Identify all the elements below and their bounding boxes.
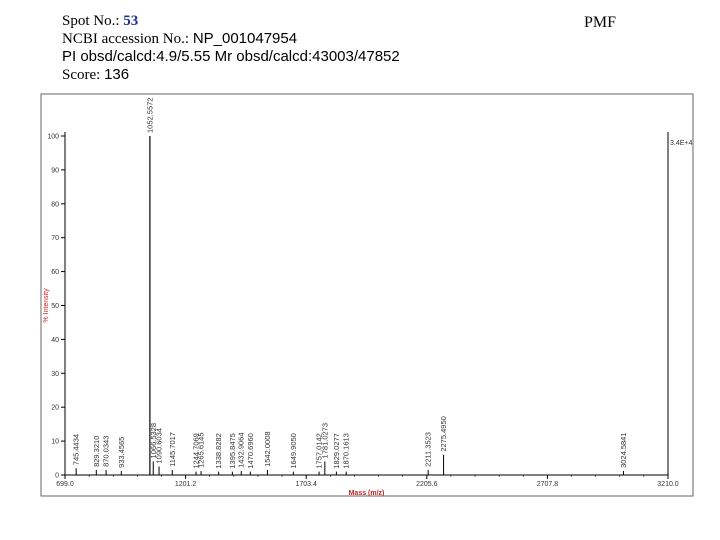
chart-panel bbox=[40, 93, 694, 497]
score-label: Score: bbox=[62, 67, 101, 83]
accession-line: NCBI accession No.: NP_001047954 bbox=[62, 30, 400, 48]
y-tick-label: 90 bbox=[51, 167, 59, 174]
x-tick-label: 1703.4 bbox=[295, 481, 317, 488]
peak-label: 1829.0277 bbox=[332, 433, 341, 468]
peak-label: 1265.6145 bbox=[197, 432, 206, 467]
max-intensity-label: 3.4E+4 bbox=[670, 140, 692, 147]
peak-label: 1542.0008 bbox=[263, 431, 272, 466]
y-tick-label: 60 bbox=[51, 269, 59, 276]
peak-label: 1870.1613 bbox=[342, 433, 351, 468]
peak-label: 1395.8475 bbox=[228, 433, 237, 468]
y-tick-label: 50 bbox=[51, 303, 59, 310]
peak-label: 1090.6034 bbox=[155, 428, 164, 463]
x-tick-label: 1201.2 bbox=[175, 481, 197, 488]
peak-label: 1244.7069 bbox=[192, 433, 201, 468]
peak-label: 1066.5328 bbox=[149, 423, 158, 458]
peak-label: 1757.0142 bbox=[315, 433, 324, 468]
peak-label: 1432.9064 bbox=[237, 432, 246, 467]
peak-label: 933.4565 bbox=[117, 437, 126, 468]
spot-label: Spot No.: bbox=[62, 13, 120, 29]
pi-mr-line: PI obsd/calcd:4.9/5.55 Mr obsd/calcd:430… bbox=[62, 48, 400, 65]
peak-labels-layer: 745.4434 829.3210 870.0343 933.4565 1052.557… bbox=[72, 98, 628, 469]
y-tick-label: 100 bbox=[47, 134, 59, 141]
y-tick-label: 80 bbox=[51, 201, 59, 208]
method-label: PMF bbox=[584, 14, 617, 31]
accession-label: NCBI accession No.: bbox=[62, 31, 190, 47]
peak-label: 2275.4950 bbox=[439, 416, 448, 451]
x-tick-label: 2707.8 bbox=[537, 481, 559, 488]
peak-label: 1145.7017 bbox=[168, 432, 177, 467]
y-tick-label: 0 bbox=[55, 473, 59, 480]
spot-line: Spot No.: 53 bbox=[62, 12, 400, 30]
spectrum-header: Spot No.: 53 NCBI accession No.: NP_0010… bbox=[62, 12, 400, 84]
x-axis-title: Mass (m/z) bbox=[349, 490, 385, 497]
peak-label: 745.4434 bbox=[72, 434, 81, 465]
y-tick-label: 30 bbox=[51, 371, 59, 378]
score-line: Score: 136 bbox=[62, 66, 400, 84]
peak-label: 1052.5572 bbox=[145, 98, 154, 133]
peak-label: 1470.6960 bbox=[246, 433, 255, 468]
peak-label: 3024.5841 bbox=[619, 432, 628, 467]
x-tick-label: 2205.6 bbox=[416, 481, 438, 488]
x-tick-label: 699.0 bbox=[56, 481, 74, 488]
peak-label: 1649.9050 bbox=[289, 433, 298, 468]
peak-label: 829.3210 bbox=[92, 436, 101, 467]
peak-label: 1338.8282 bbox=[214, 433, 223, 468]
peaks-layer bbox=[75, 136, 624, 475]
peak-label: 870.0343 bbox=[102, 436, 111, 467]
score-value: 136 bbox=[104, 66, 130, 83]
spot-number: 53 bbox=[123, 13, 139, 29]
y-tick-label: 10 bbox=[51, 439, 59, 446]
x-tick-label: 3210.0 bbox=[657, 481, 679, 488]
axes-layer: 0 10 20 30 40 50 60 70 80 90 100 699.0 1201.2 1703.4 2… bbox=[43, 132, 692, 497]
peak-label: 1781.0273 bbox=[320, 423, 329, 458]
y-axis-title: % Intensity bbox=[43, 288, 50, 323]
y-tick-label: 40 bbox=[51, 337, 59, 344]
y-tick-label: 70 bbox=[51, 235, 59, 242]
peak-label: 2211.3523 bbox=[424, 432, 433, 467]
accession-number: NP_001047954 bbox=[192, 30, 298, 47]
y-tick-label: 20 bbox=[51, 405, 59, 412]
